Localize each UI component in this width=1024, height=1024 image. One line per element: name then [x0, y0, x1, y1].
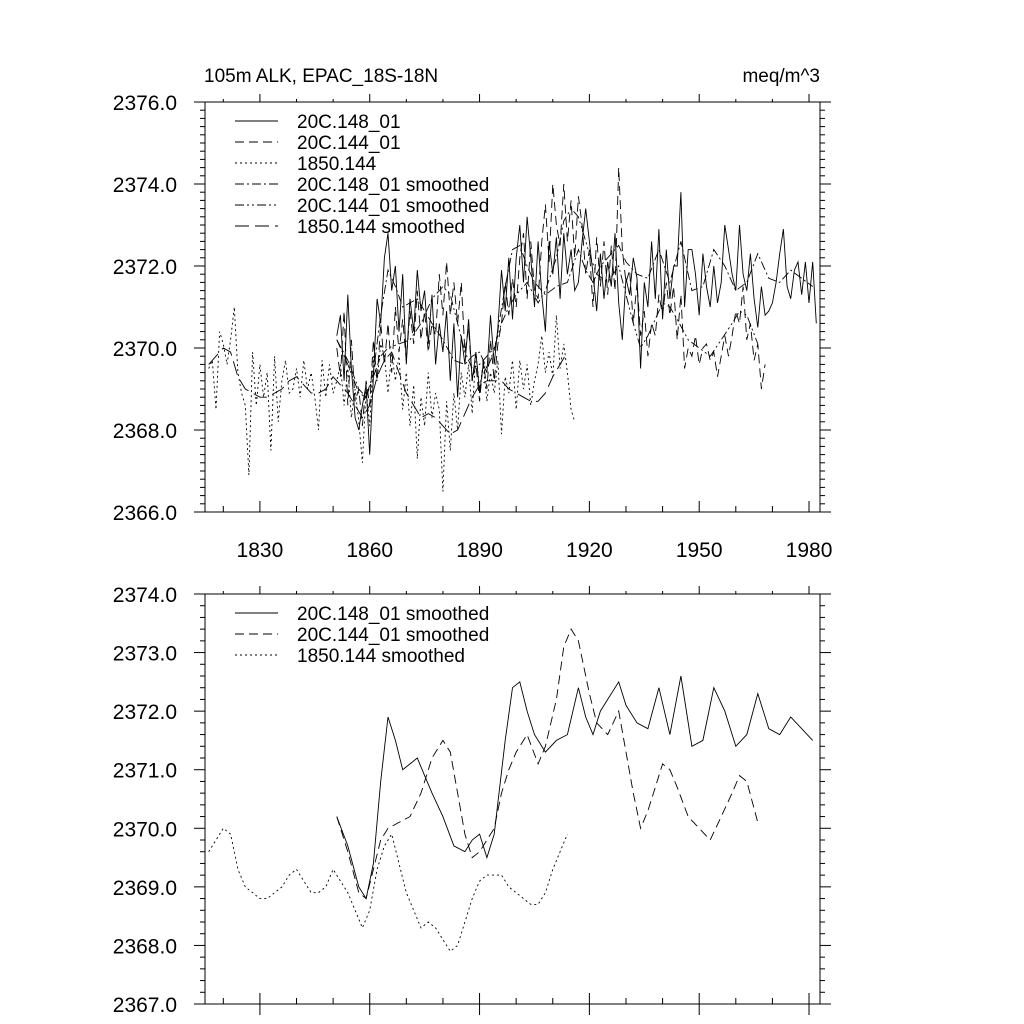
series-line: [336, 167, 766, 426]
chart-title: 105m ALK, EPAC_18S-18N: [204, 66, 438, 87]
y-tick-label: 2372.0: [113, 701, 177, 724]
legend-entry: 20C.144_01 smoothed: [297, 196, 489, 217]
y-tick-label: 2372.0: [113, 256, 177, 279]
y-tick-label: 2371.0: [113, 760, 177, 783]
series-line: [336, 675, 814, 900]
x-tick-label: 1920: [566, 539, 613, 562]
x-tick-label: 1980: [786, 539, 833, 562]
series-line: [336, 628, 759, 900]
series-line: [336, 241, 813, 399]
y-tick-label: 2368.0: [113, 420, 177, 443]
bottom-y-tick-labels: 2374.0 2373.0 2372.0 2371.0 2370.0 2369.0 2368…: [113, 584, 177, 1017]
legend-entry: 1850.144: [297, 154, 377, 175]
top-chart-panel: 105m ALK, EPAC_18S-18N meq/m^3 2376.0237…: [113, 66, 833, 562]
legend-entry: 20C.144_01 smoothed: [297, 625, 489, 646]
y-tick-label: 2370.0: [113, 338, 177, 361]
top-y-tick-labels: 2376.0 2374.0 2372.0 2370.0 2368.0 2366.0: [113, 92, 177, 525]
legend-entry: 1850.144 smoothed: [297, 646, 465, 667]
y-tick-label: 2373.0: [113, 643, 177, 666]
legend-entry: 20C.144_01: [297, 133, 401, 154]
top-series-lines: [208, 167, 817, 492]
x-tick-label: 1950: [676, 539, 723, 562]
x-tick-label: 1830: [237, 539, 284, 562]
legend-entry: 1850.144 smoothed: [297, 217, 465, 238]
chart-units: meq/m^3: [742, 66, 820, 87]
series-line: [336, 192, 817, 455]
x-tick-label: 1860: [346, 539, 393, 562]
y-tick-label: 2366.0: [113, 502, 177, 525]
legend-entry: 20C.148_01 smoothed: [297, 604, 489, 625]
top-axis-ticks: [194, 94, 831, 513]
y-tick-label: 2374.0: [113, 584, 177, 607]
y-tick-label: 2376.0: [113, 92, 177, 115]
y-tick-label: 2367.0: [113, 994, 177, 1017]
series-line: [336, 207, 759, 398]
y-tick-label: 2368.0: [113, 935, 177, 958]
y-tick-label: 2369.0: [113, 877, 177, 900]
top-x-tick-labels: 1830 1860 1890 1920 1950 1980: [237, 539, 833, 562]
x-tick-label: 1890: [456, 539, 503, 562]
bottom-chart-panel: 2374.0 2373.0 2372.0 2371.0 2370.0 2369.0 2368…: [113, 584, 831, 1017]
bottom-plot-frame: [204, 593, 821, 1005]
series-line: [208, 347, 568, 435]
bottom-axis-ticks: [194, 586, 831, 1015]
bottom-series-lines: [208, 628, 814, 952]
y-tick-label: 2370.0: [113, 818, 177, 841]
series-line: [208, 827, 568, 952]
legend-entry: 20C.148_01: [297, 112, 401, 133]
series-line: [208, 306, 576, 492]
y-tick-label: 2374.0: [113, 174, 177, 197]
legend-entry: 20C.148_01 smoothed: [297, 175, 489, 196]
